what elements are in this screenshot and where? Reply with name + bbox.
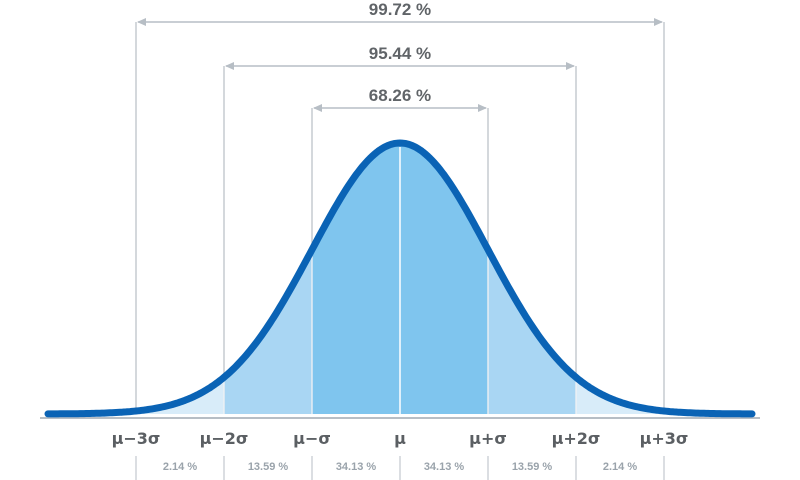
sigma-axis-labels: μ−3σ μ−2σ μ−σ μ μ+σ μ+2σ μ+3σ	[112, 429, 689, 448]
sigma-label: μ−2σ	[200, 429, 249, 448]
guide-lines	[135, 22, 665, 480]
segment-percentage: 34.13 %	[424, 461, 465, 473]
segment-percentage: 2.14 %	[163, 461, 197, 473]
segment-percentages: 2.14 % 13.59 % 34.13 % 34.13 % 13.59 % 2.14 %	[163, 461, 637, 473]
range-arrow-right	[478, 104, 487, 112]
segment-percentage: 2.14 %	[603, 461, 637, 473]
range-label: 99.72 %	[369, 0, 431, 19]
range-label: 68.26 %	[369, 86, 431, 105]
sigma-label: μ−σ	[293, 429, 331, 448]
sigma-label: μ+3σ	[640, 429, 689, 448]
range-label-bg	[358, 86, 442, 106]
range-arrow-left	[225, 62, 234, 70]
sigma-label: μ−3σ	[112, 429, 161, 448]
segment-percentage: 34.13 %	[336, 461, 377, 473]
segment-percentage: 13.59 %	[248, 461, 289, 473]
range-label: 95.44 %	[369, 44, 431, 63]
area-band-1	[576, 377, 664, 414]
sigma-label: μ+σ	[469, 429, 507, 448]
range-arrow-left	[313, 104, 322, 112]
range-brackets: 99.72 % 95.44 % 68.26 %	[137, 0, 663, 112]
segment-percentage: 13.59 %	[512, 461, 553, 473]
sigma-label: μ	[394, 429, 406, 448]
range-arrow-right	[654, 18, 663, 26]
sigma-label: μ+2σ	[552, 429, 601, 448]
range-label-bg	[358, 0, 442, 20]
area-band-0	[136, 377, 224, 414]
bell-curve	[44, 139, 756, 418]
range-arrow-left	[137, 18, 146, 26]
range-arrow-right	[566, 62, 575, 70]
range-label-bg	[358, 44, 442, 64]
